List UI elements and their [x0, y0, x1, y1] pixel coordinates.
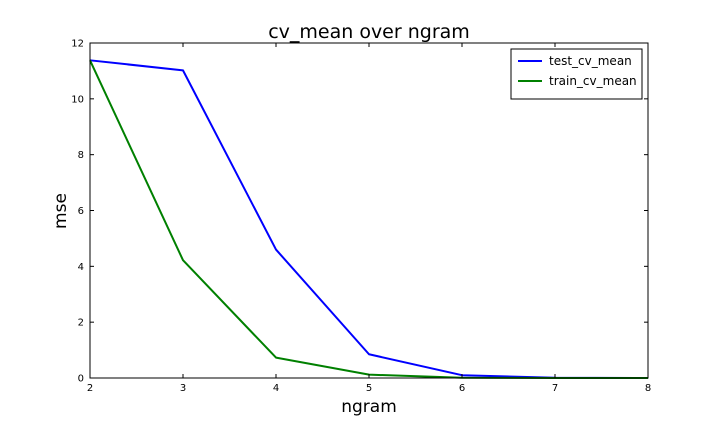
y-tick-label: 10	[71, 94, 84, 105]
x-tick-label: 5	[366, 383, 372, 394]
x-tick-label: 8	[645, 383, 651, 394]
series-group	[89, 59, 649, 379]
chart-title: cv_mean over ngram	[268, 21, 470, 43]
legend-label: test_cv_mean	[549, 54, 632, 68]
x-tick-label: 6	[459, 383, 465, 394]
x-tick-label: 7	[552, 383, 558, 394]
x-tick-label: 4	[273, 383, 279, 394]
y-tick-label: 6	[78, 206, 84, 217]
series-line-train-cv-mean	[89, 59, 648, 379]
legend-box	[510, 48, 643, 100]
series-line-test-cv-mean	[89, 59, 649, 379]
x-tick-label: 3	[180, 383, 186, 394]
y-tick-label: 8	[78, 150, 84, 161]
y-tick-label: 0	[78, 374, 84, 385]
legend-label: train_cv_mean	[549, 74, 637, 88]
plot-frame	[89, 42, 649, 379]
y-tick-label: 12	[71, 39, 84, 50]
x-axis-label: ngram	[341, 397, 397, 417]
y-tick-label: 4	[78, 262, 84, 273]
y-axis-label: mse	[51, 193, 71, 229]
y-tick-label: 2	[78, 318, 84, 329]
x-tick-label: 2	[87, 383, 93, 394]
legend: test_cv_mean train_cv_mean	[510, 48, 643, 100]
